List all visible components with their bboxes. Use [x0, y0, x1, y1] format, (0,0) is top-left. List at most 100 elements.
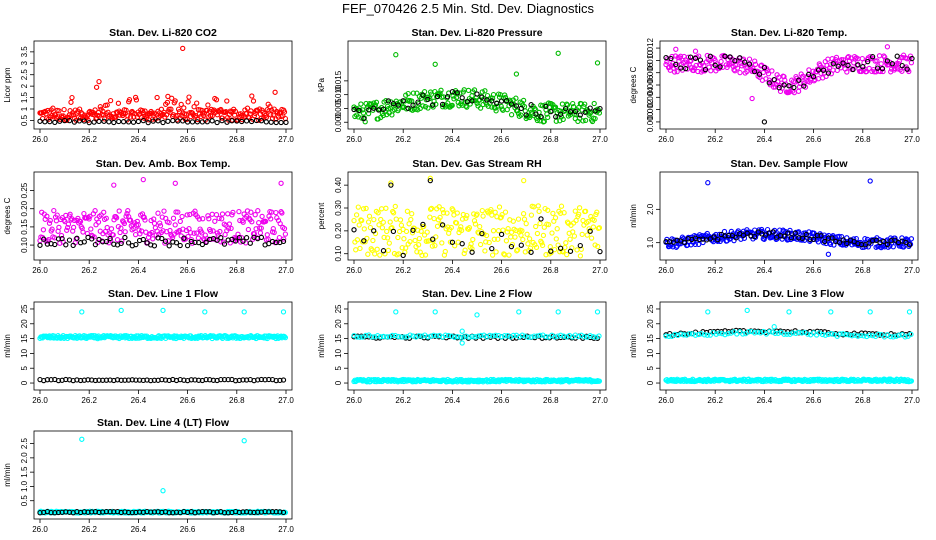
data-point: [422, 252, 429, 258]
outlier-point: [594, 309, 601, 315]
chart-panel: Stan. Dev. Gas Stream RH percent 26.0 26.2 2…: [317, 158, 608, 275]
data-point: [596, 225, 603, 231]
data-point: [663, 61, 669, 68]
data-point: [142, 217, 148, 223]
data-point: [754, 329, 761, 335]
data-point: [219, 211, 226, 217]
data-point: [587, 228, 593, 234]
data-point: [670, 60, 676, 66]
data-point: [716, 330, 722, 336]
data-point: [543, 103, 549, 110]
data-point: [438, 87, 444, 93]
data-point: [671, 69, 678, 75]
data-point: [810, 68, 816, 74]
data-point: [889, 61, 895, 67]
data-point: [757, 330, 764, 336]
data-point: [97, 104, 103, 110]
data-point: [191, 230, 197, 236]
data-point: [592, 108, 598, 114]
data-point: [365, 219, 372, 225]
data-point: [181, 105, 187, 111]
data-point: [474, 91, 480, 97]
data-point: [50, 105, 56, 111]
data-point: [707, 53, 713, 59]
x-tick-label: 26.2: [395, 396, 411, 405]
x-tick-label: 27.0: [278, 135, 294, 144]
data-point: [518, 242, 524, 248]
data-point: [845, 62, 851, 69]
data-point: [539, 240, 545, 246]
data-point: [876, 53, 883, 59]
data-point: [150, 236, 156, 242]
x-tick-label: 26.2: [707, 396, 723, 405]
data-point: [240, 377, 246, 383]
x-tick-label: 26.0: [32, 135, 48, 144]
data-point: [353, 247, 359, 253]
y-tick-label: 15: [20, 334, 29, 343]
data-point: [513, 332, 520, 338]
data-point: [908, 331, 914, 338]
outlier-point: [388, 180, 394, 186]
data-point: [420, 103, 426, 109]
x-tick-label: 26.2: [707, 135, 723, 144]
outlier-point: [459, 328, 465, 334]
data-point: [351, 227, 357, 233]
data-point: [93, 222, 99, 228]
data-point: [478, 332, 484, 339]
data-point: [590, 224, 597, 230]
data-point: [115, 100, 122, 106]
data-point: [47, 118, 53, 125]
data-point: [786, 83, 792, 89]
data-point: [134, 218, 140, 225]
data-point: [576, 115, 583, 121]
data-point: [908, 378, 915, 384]
data-point: [515, 216, 522, 222]
data-point: [414, 249, 420, 255]
data-point: [812, 76, 818, 83]
data-point: [127, 217, 134, 223]
data-point: [514, 108, 521, 114]
data-point: [444, 210, 450, 216]
data-point: [570, 229, 576, 235]
data-point: [772, 330, 778, 337]
chart-title: Stan. Dev. Li-820 CO2: [109, 27, 217, 39]
data-point: [559, 101, 566, 107]
data-point: [403, 245, 409, 251]
data-point: [120, 119, 127, 125]
data-point: [459, 95, 465, 101]
chart-panel: Stan. Dev. Sample Flow ml/min 26.0 26.2 26.4…: [629, 158, 920, 275]
data-point: [815, 67, 822, 73]
y-tick-label: 0.10: [20, 237, 29, 253]
data-point: [380, 248, 387, 254]
data-point: [561, 210, 567, 216]
data-point: [498, 98, 505, 104]
data-point: [459, 102, 466, 108]
y-tick-label: 0.015: [334, 70, 343, 91]
data-point: [737, 69, 743, 76]
data-point: [576, 211, 582, 217]
data-point: [81, 210, 87, 217]
data-point: [383, 334, 390, 340]
data-point: [503, 98, 510, 104]
outlier-point: [749, 95, 755, 102]
data-point: [46, 220, 53, 226]
data-point: [810, 236, 817, 243]
data-point: [379, 225, 386, 231]
y-tick-label: 0.010: [334, 84, 343, 105]
outlier-point: [69, 94, 75, 101]
data-point: [206, 216, 212, 222]
outlier-point: [692, 48, 699, 54]
data-point: [495, 332, 502, 339]
data-point: [893, 333, 899, 339]
data-point: [51, 207, 57, 214]
data-point: [129, 509, 135, 516]
data-point: [228, 225, 234, 232]
x-tick-label: 26.2: [81, 266, 97, 275]
data-point: [425, 96, 431, 103]
data-point: [252, 212, 258, 218]
x-tick-label: 26.6: [180, 396, 196, 405]
data-point: [279, 210, 285, 216]
y-tick-label: 15: [646, 334, 655, 343]
data-point: [268, 107, 275, 113]
data-point: [815, 239, 822, 245]
